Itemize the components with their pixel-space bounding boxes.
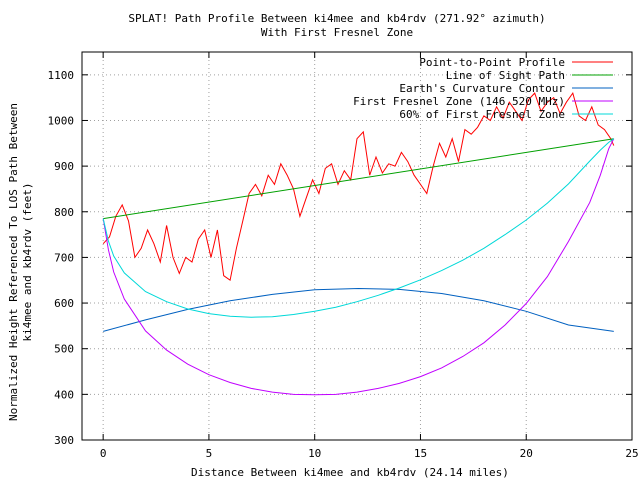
y-tick-label: 1100 (48, 69, 75, 82)
y-tick-label: 400 (54, 388, 74, 401)
series-line-60-of-first-fresnel-zone (102, 138, 615, 318)
legend-label-first-fresnel-zone-146-520-mhz: First Fresnel Zone (146.520 MHz) (353, 95, 565, 108)
legend-label-earth-s-curvature-contour: Earth's Curvature Contour (399, 82, 565, 95)
y-tick-label: 500 (54, 343, 74, 356)
y-axis-label-line1: Normalized Height Referenced To LOS Path… (7, 103, 20, 421)
chart-title: SPLAT! Path Profile Between ki4mee and k… (128, 12, 545, 25)
y-tick-label: 600 (54, 297, 74, 310)
y-tick-label: 300 (54, 434, 74, 447)
series-line-line-of-sight-path (103, 138, 614, 220)
x-tick-label: 15 (414, 447, 427, 460)
series-line-earth-s-curvature-contour (103, 287, 614, 332)
series-line-point-to-point-profile (102, 91, 615, 282)
x-tick-label: 10 (308, 447, 321, 460)
y-tick-label: 700 (54, 251, 74, 264)
plot-border (81, 51, 633, 441)
legend-label-point-to-point-profile: Point-to-Point Profile (419, 56, 565, 69)
y-tick-label: 900 (54, 160, 74, 173)
x-axis-label: Distance Between ki4mee and kb4rdv (24.1… (191, 466, 509, 479)
y-tick-label: 800 (54, 206, 74, 219)
data-series (102, 91, 615, 396)
series-line-first-fresnel-zone-146-520-mhz (102, 138, 615, 396)
x-tick-label: 20 (520, 447, 533, 460)
legend-label-line-of-sight-path: Line of Sight Path (446, 69, 565, 82)
x-tick-label: 5 (206, 447, 213, 460)
y-axis-label-line2: ki4mee and kb4rdv (feet) (21, 183, 34, 342)
x-tick-label: 25 (625, 447, 638, 460)
chart-subtitle: With First Fresnel Zone (261, 26, 413, 39)
x-tick-label: 0 (100, 447, 107, 460)
y-tick-label: 1000 (48, 114, 75, 127)
axis-ticks: 300 400 500 600 700 800 900 1000 1100 0 5 10 15 20 25 (48, 52, 639, 460)
legend-label-60-of-first-fresnel-zone: 60% of First Fresnel Zone (399, 108, 565, 121)
